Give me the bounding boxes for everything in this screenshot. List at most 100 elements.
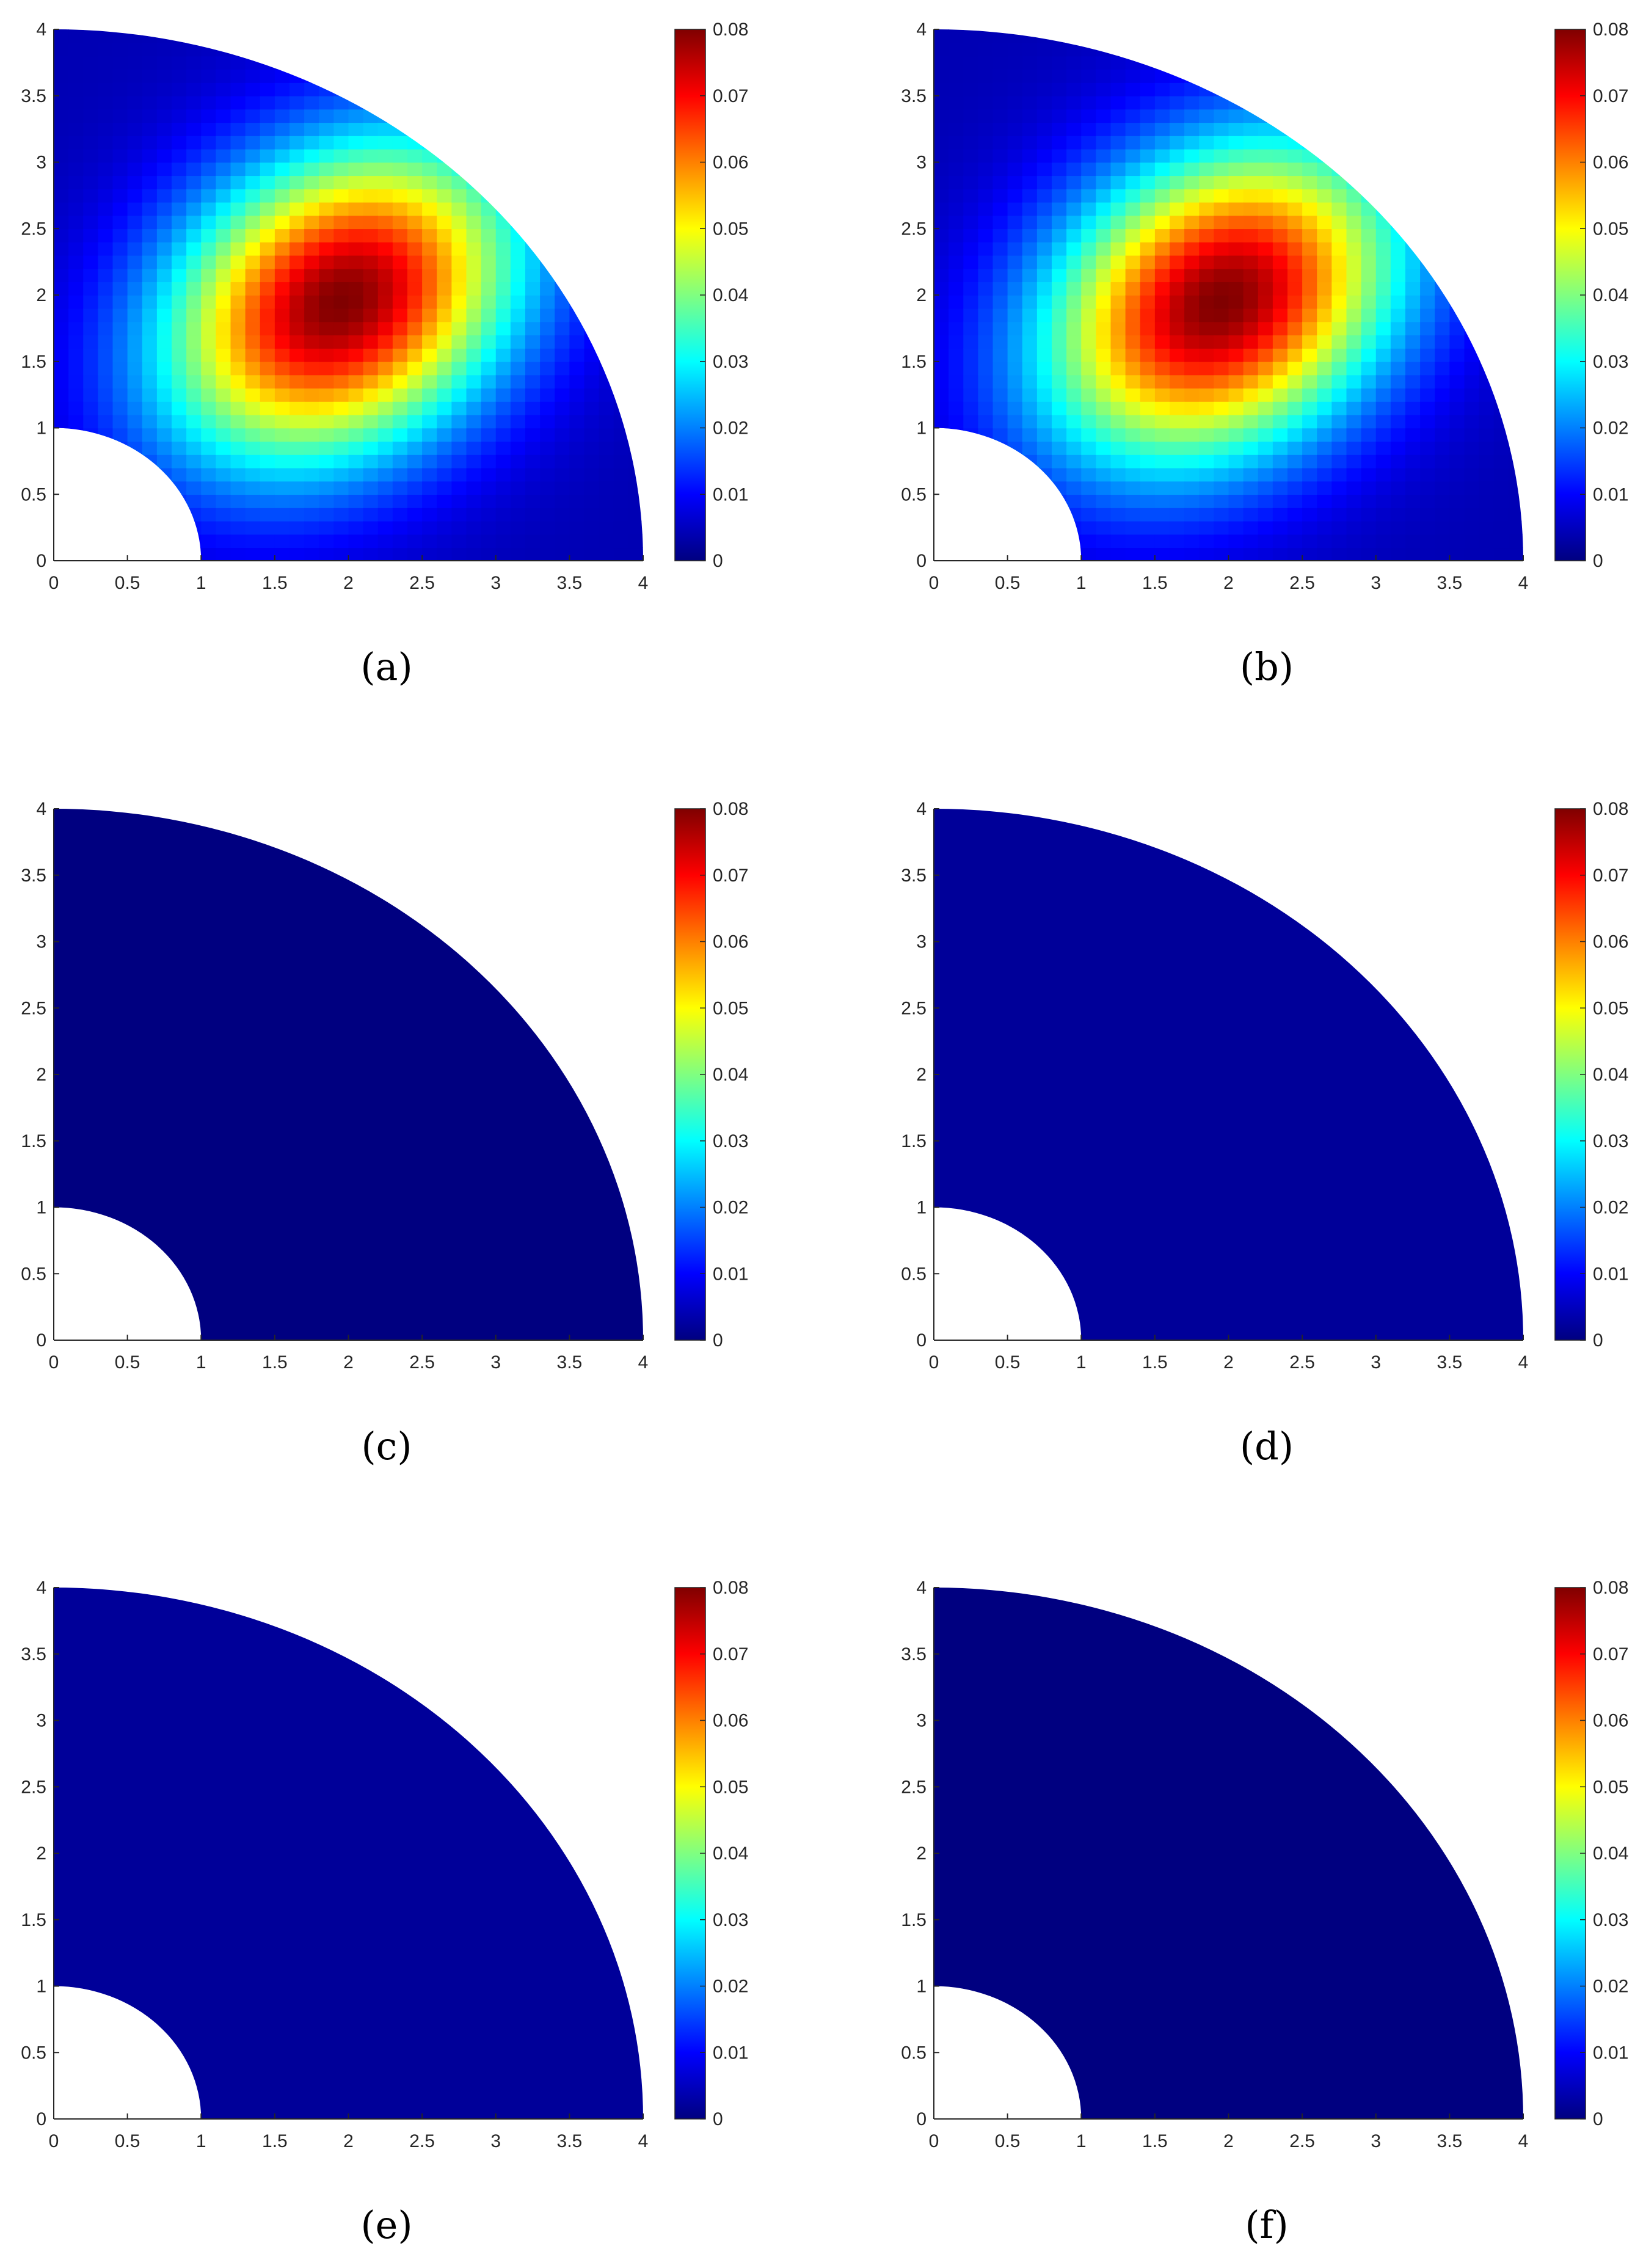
heatmap-cell bbox=[112, 441, 128, 455]
heatmap-cell bbox=[290, 335, 305, 349]
heatmap-cell bbox=[451, 295, 467, 309]
colorbar-tick-label: 0.08 bbox=[713, 1578, 748, 1598]
heatmap-cell bbox=[1214, 122, 1229, 136]
heatmap-cell bbox=[1435, 508, 1451, 522]
heatmap-cell bbox=[495, 481, 511, 495]
heatmap-cell bbox=[934, 202, 949, 216]
heatmap-cell bbox=[481, 401, 497, 415]
heatmap-cell bbox=[584, 348, 600, 362]
heatmap-cell bbox=[333, 335, 349, 349]
heatmap-cell bbox=[1007, 268, 1023, 283]
heatmap-cell bbox=[963, 175, 979, 189]
heatmap-cell bbox=[1331, 162, 1347, 177]
heatmap-cell bbox=[1214, 467, 1229, 482]
heatmap-cell bbox=[216, 29, 231, 43]
heatmap-cell bbox=[1140, 136, 1156, 150]
heatmap-cell bbox=[1420, 335, 1436, 349]
heatmap-cell bbox=[1154, 348, 1170, 362]
heatmap-cell bbox=[949, 308, 964, 323]
heatmap-cell bbox=[1081, 534, 1097, 549]
colorbar-tick-label: 0.07 bbox=[713, 866, 748, 886]
heatmap-cell bbox=[260, 42, 275, 57]
heatmap-cell bbox=[1258, 308, 1273, 323]
heatmap-cell bbox=[1170, 202, 1185, 216]
heatmap-cell bbox=[1036, 82, 1052, 97]
heatmap-cell bbox=[1110, 136, 1126, 150]
heatmap-cell bbox=[1066, 508, 1082, 522]
heatmap-cell bbox=[68, 29, 84, 43]
heatmap-cell bbox=[377, 215, 393, 230]
heatmap-cell bbox=[54, 228, 69, 242]
heatmap-cell bbox=[98, 122, 114, 136]
heatmap-cell bbox=[1228, 255, 1244, 269]
heatmap-cell bbox=[230, 136, 246, 150]
heatmap-cell bbox=[1258, 136, 1273, 150]
heatmap-cell bbox=[98, 295, 114, 309]
heatmap-cell bbox=[392, 175, 408, 189]
heatmap-cell bbox=[186, 321, 202, 336]
heatmap-cell bbox=[1479, 414, 1495, 429]
heatmap-cell bbox=[304, 268, 320, 283]
heatmap-cell bbox=[172, 494, 187, 508]
heatmap-cell bbox=[319, 321, 335, 336]
heatmap-cell bbox=[1243, 95, 1259, 110]
heatmap-cell bbox=[142, 42, 158, 57]
colorbar-tick-label: 0.07 bbox=[1593, 866, 1628, 886]
heatmap-cell bbox=[1272, 481, 1288, 495]
heatmap-cell bbox=[510, 414, 526, 429]
heatmap-cell bbox=[392, 295, 408, 309]
heatmap-cell bbox=[1464, 547, 1480, 561]
heatmap-cell bbox=[290, 508, 305, 522]
heatmap-cell bbox=[1508, 494, 1523, 508]
heatmap-cell bbox=[1302, 295, 1318, 309]
colorbar-tick-label: 0.07 bbox=[713, 86, 748, 106]
heatmap-cell bbox=[216, 335, 231, 349]
heatmap-cell bbox=[304, 109, 320, 123]
heatmap-cell bbox=[1125, 228, 1141, 242]
heatmap-cell bbox=[319, 361, 335, 376]
heatmap-cell bbox=[1184, 454, 1200, 469]
heatmap-cell bbox=[245, 401, 261, 415]
x-tick-label: 1 bbox=[1076, 1352, 1087, 1373]
heatmap-cell bbox=[1154, 428, 1170, 442]
heatmap-cell bbox=[290, 82, 305, 97]
heatmap-cell bbox=[1096, 82, 1112, 97]
heatmap-cell bbox=[98, 268, 114, 283]
heatmap-cell bbox=[1184, 242, 1200, 256]
heatmap-cell bbox=[290, 520, 305, 535]
heatmap-cell bbox=[1214, 215, 1229, 230]
heatmap-cell bbox=[1066, 308, 1082, 323]
heatmap-cell bbox=[1405, 481, 1421, 495]
heatmap-cell bbox=[1052, 467, 1067, 482]
heatmap-cell bbox=[363, 189, 379, 203]
heatmap-cell bbox=[127, 29, 143, 43]
heatmap-cell bbox=[1420, 508, 1436, 522]
heatmap-cell bbox=[481, 520, 497, 535]
heatmap-cell bbox=[319, 189, 335, 203]
heatmap-cell bbox=[333, 148, 349, 163]
heatmap-cell bbox=[1081, 42, 1097, 57]
heatmap-cell bbox=[934, 82, 949, 97]
heatmap-cell bbox=[1361, 202, 1377, 216]
heatmap-cell bbox=[216, 162, 231, 177]
heatmap-cell bbox=[260, 388, 275, 402]
heatmap-cell bbox=[495, 374, 511, 389]
heatmap-cell bbox=[992, 348, 1008, 362]
y-tick-label: 2 bbox=[36, 1843, 46, 1864]
heatmap-cell bbox=[540, 321, 556, 336]
heatmap-cell bbox=[201, 268, 217, 283]
heatmap-cell bbox=[1081, 268, 1097, 283]
heatmap-cell bbox=[201, 136, 217, 150]
heatmap-cell bbox=[978, 282, 994, 296]
heatmap-cell bbox=[1331, 494, 1347, 508]
heatmap-cell bbox=[992, 122, 1008, 136]
heatmap-cell bbox=[112, 255, 128, 269]
heatmap-cell bbox=[172, 374, 187, 389]
heatmap-cell bbox=[525, 508, 541, 522]
heatmap-cell bbox=[1066, 321, 1082, 336]
heatmap-cell bbox=[363, 136, 379, 150]
heatmap-cell bbox=[1066, 534, 1082, 549]
heatmap-cell bbox=[1184, 467, 1200, 482]
heatmap-cell bbox=[1228, 520, 1244, 535]
heatmap-cell bbox=[1346, 481, 1362, 495]
